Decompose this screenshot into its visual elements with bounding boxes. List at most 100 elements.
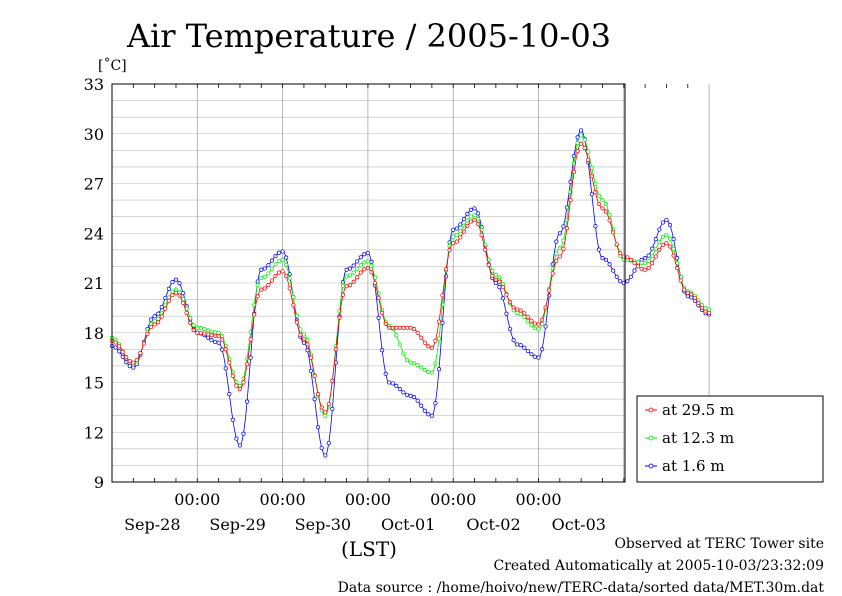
- series-point: [468, 219, 474, 224]
- series-point: [177, 290, 182, 295]
- series-point: [287, 286, 292, 291]
- series-point: [628, 274, 633, 279]
- series-point: [500, 285, 506, 290]
- series-point: [472, 217, 477, 223]
- series-point: [593, 224, 598, 229]
- series-point: [358, 270, 363, 275]
- series-point: [543, 305, 548, 310]
- legend-swatch-marker: [648, 407, 654, 413]
- series-point: [479, 232, 484, 237]
- series-point: [415, 398, 420, 403]
- series-point: [504, 311, 509, 316]
- series-point: [582, 137, 587, 142]
- series-point: [156, 320, 161, 325]
- series-point: [465, 211, 470, 216]
- series-point: [280, 257, 285, 262]
- series-point: [248, 337, 253, 342]
- series-point: [536, 355, 541, 360]
- series-point: [515, 307, 520, 312]
- series-point: [213, 339, 218, 345]
- series-point: [468, 214, 474, 219]
- series-point: [127, 364, 132, 369]
- series-point: [611, 268, 616, 273]
- series-point: [266, 283, 271, 288]
- series-point: [351, 279, 356, 284]
- series-point: [355, 259, 360, 264]
- series-point: [248, 355, 253, 360]
- series-point: [241, 380, 246, 385]
- series-point: [255, 283, 260, 288]
- series-point: [177, 281, 182, 286]
- series-point: [511, 338, 516, 343]
- legend-label: at 29.5 m: [662, 401, 734, 419]
- series-point: [433, 361, 438, 366]
- series-point: [323, 410, 328, 415]
- series-point: [568, 198, 573, 203]
- series-point: [543, 324, 548, 329]
- series-point: [376, 315, 381, 320]
- series-point: [436, 367, 442, 372]
- series-point: [230, 373, 235, 378]
- series-point: [216, 340, 221, 345]
- series-point: [451, 241, 456, 246]
- series-point: [671, 246, 676, 252]
- series-point: [308, 355, 314, 360]
- series-point: [177, 293, 182, 298]
- series-point: [394, 325, 399, 330]
- series-point: [323, 453, 328, 458]
- series-point: [660, 220, 665, 225]
- series-point: [394, 333, 399, 338]
- series-point: [557, 246, 562, 251]
- series-point: [433, 338, 438, 343]
- y-tick-label: 9: [94, 473, 104, 492]
- series-point: [657, 247, 662, 252]
- series-point: [575, 140, 580, 146]
- series-point: [191, 328, 196, 333]
- series-point: [241, 431, 246, 436]
- series-point: [301, 332, 306, 337]
- series-0: [109, 141, 712, 415]
- series-point: [259, 275, 264, 281]
- series-point: [486, 262, 491, 267]
- series-point: [387, 325, 392, 330]
- x-time-label: 00:00: [430, 490, 476, 509]
- y-axis-unit: [˚C]: [98, 57, 127, 74]
- series-point: [518, 343, 523, 348]
- series-point: [454, 233, 459, 238]
- series-point: [675, 266, 680, 271]
- series-point: [593, 190, 598, 195]
- series-point: [209, 333, 214, 338]
- series-point: [404, 392, 410, 397]
- series-point: [351, 263, 356, 268]
- series-point: [408, 325, 413, 330]
- series-point: [600, 256, 605, 261]
- series-point: [369, 270, 374, 275]
- series-point: [383, 371, 388, 376]
- series-point: [181, 300, 186, 305]
- series-point: [394, 383, 399, 388]
- series-point: [564, 226, 569, 231]
- series-point: [497, 275, 502, 280]
- series-point: [276, 270, 282, 275]
- series-point: [383, 321, 388, 326]
- data-series: [109, 128, 712, 458]
- series-line: [111, 129, 710, 457]
- series-point: [643, 261, 648, 266]
- series-point: [603, 202, 609, 207]
- series-point: [205, 328, 211, 333]
- series-point: [561, 224, 566, 229]
- series-point: [422, 340, 427, 345]
- series-point: [465, 218, 470, 223]
- series-point: [344, 267, 349, 272]
- series-point: [696, 300, 701, 305]
- series-point: [269, 266, 274, 271]
- series-point: [223, 347, 228, 352]
- series-point: [149, 324, 154, 330]
- series-point: [522, 314, 527, 320]
- series-point: [326, 440, 331, 446]
- series-point: [625, 279, 630, 284]
- x-axis-label: (LST): [341, 537, 397, 561]
- series-point: [653, 254, 658, 259]
- series-point: [536, 327, 541, 332]
- series-point: [156, 311, 161, 316]
